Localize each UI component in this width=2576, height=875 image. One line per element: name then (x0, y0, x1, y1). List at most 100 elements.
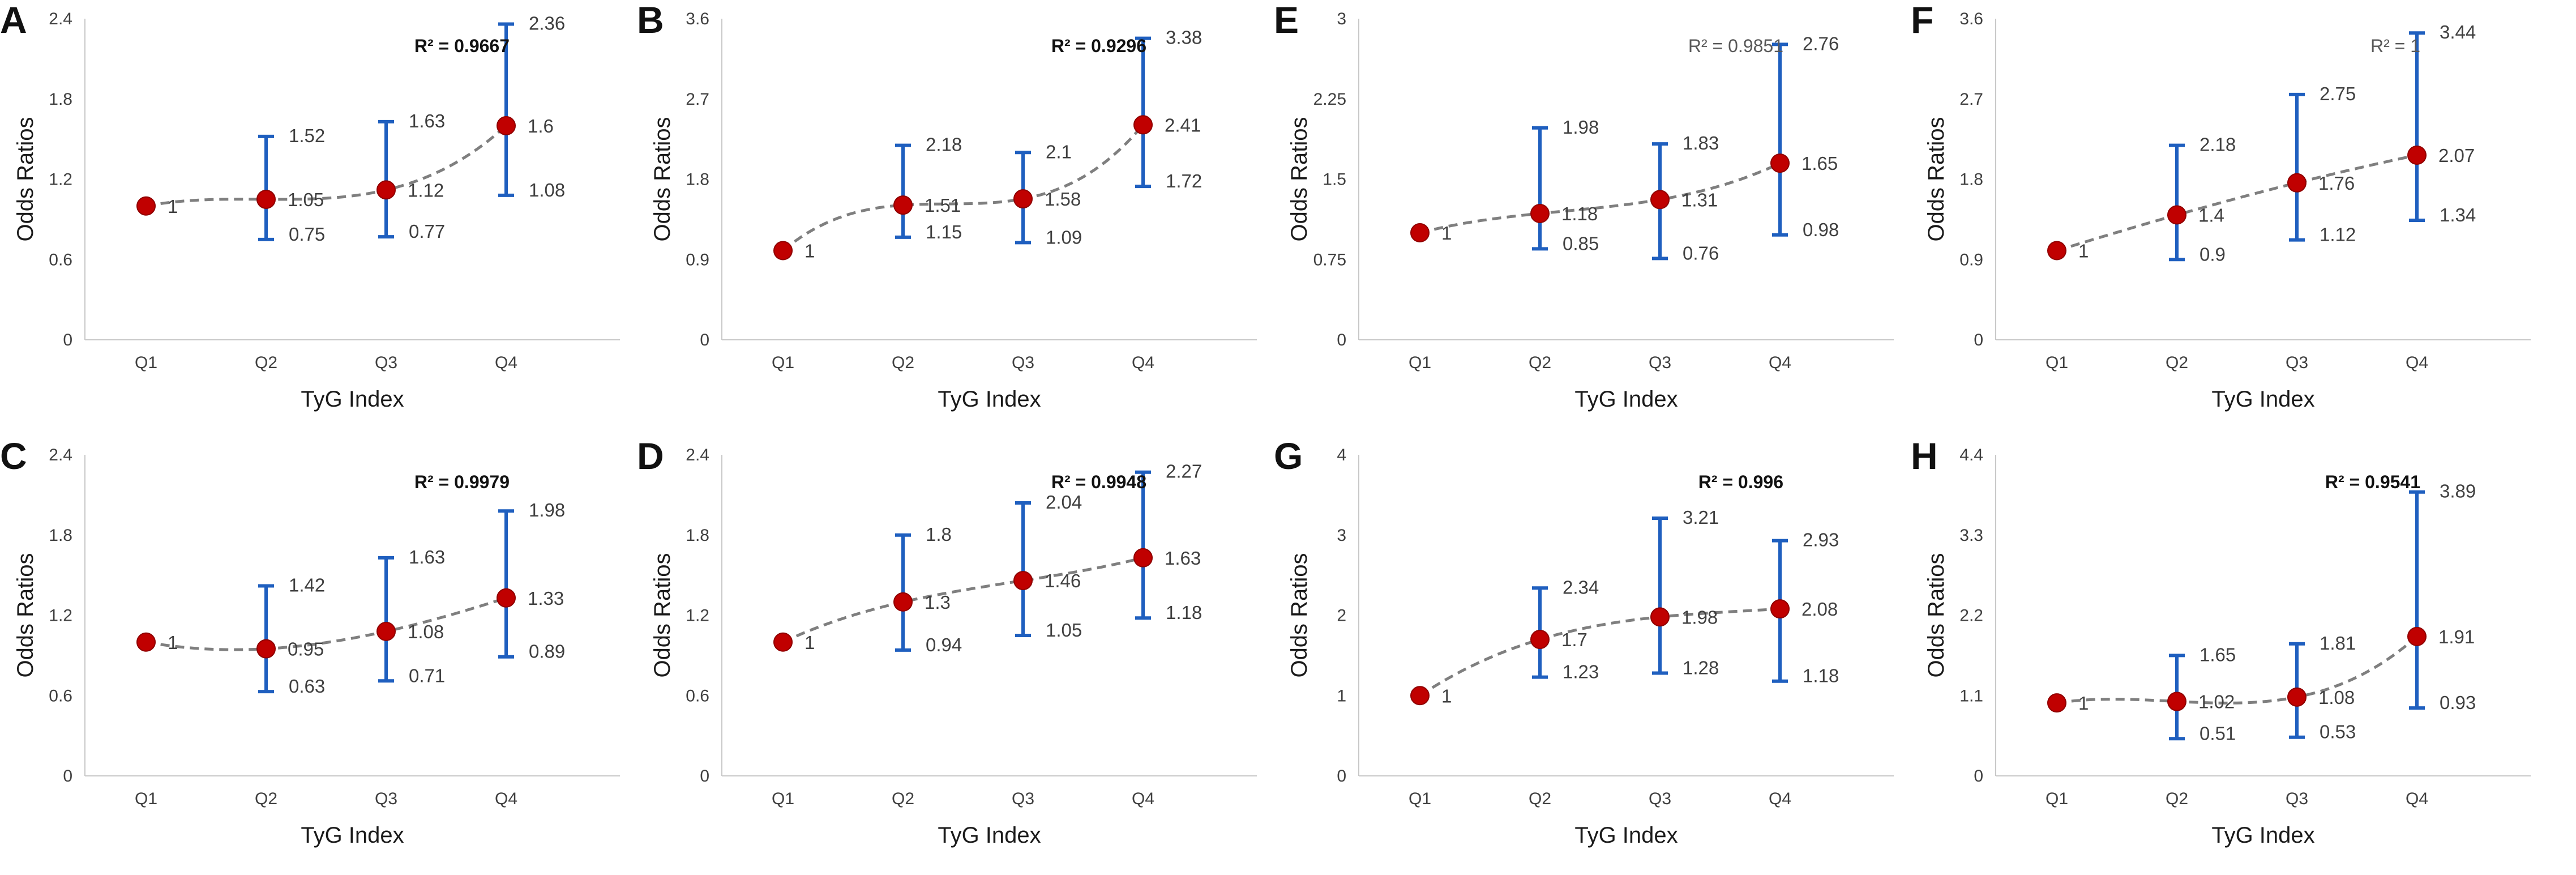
lower-ci-label: 1.72 (1166, 170, 1202, 191)
data-point (1530, 630, 1550, 650)
data-point (1133, 548, 1153, 567)
y-tick-label: 0 (1337, 331, 1346, 349)
upper-ci-label: 1.81 (2320, 633, 2356, 654)
data-point (1770, 153, 1790, 173)
y-tick-label: 2.7 (1959, 90, 1983, 109)
data-point (2287, 687, 2307, 707)
lower-ci-label: 0.51 (2200, 723, 2236, 744)
data-point (376, 621, 396, 641)
upper-ci-label: 2.18 (2200, 134, 2236, 155)
y-tick-label: 0.75 (1313, 250, 1346, 269)
upper-ci-label: 1.42 (289, 575, 325, 596)
panel-letter: G (1274, 435, 1303, 477)
lower-ci-label: 1.34 (2440, 204, 2476, 225)
value-label: 1 (2078, 241, 2089, 262)
y-axis-title: Odds Ratios (650, 117, 675, 241)
data-point (2047, 241, 2066, 261)
y-axis-title: Odds Ratios (650, 553, 675, 677)
lower-ci-label: 1.12 (2320, 224, 2356, 245)
value-label: 1 (1441, 223, 1452, 244)
y-tick-label: 0.6 (686, 686, 709, 705)
y-tick-label: 1.8 (49, 526, 72, 545)
panel-letter: F (1911, 0, 1933, 41)
r-squared-label: R² = 1 (2370, 36, 2420, 56)
y-tick-label: 3.6 (1959, 10, 1983, 28)
x-axis-title: TyG Index (2211, 823, 2314, 848)
upper-ci-label: 1.98 (529, 500, 565, 520)
value-label: 1.63 (1165, 548, 1201, 569)
x-tick-label: Q4 (1132, 789, 1154, 808)
upper-ci-label: 2.04 (1046, 492, 1082, 513)
upper-ci-label: 2.18 (926, 134, 962, 155)
panel-e: E 0 0.75 1.5 2.25 3 Q1 Q2 Q3 Q4 TyG Index Odds Rati… (1274, 0, 1894, 412)
value-label: 1.7 (1561, 629, 1587, 650)
upper-ci-label: 3.89 (2440, 481, 2476, 502)
y-tick-label: 2.4 (49, 10, 72, 28)
x-tick-label: Q2 (892, 789, 914, 808)
data-point (1133, 115, 1153, 135)
r-squared-label: R² = 0.9948 (1051, 472, 1146, 492)
y-tick-label: 0 (63, 767, 72, 786)
data-point (2287, 173, 2307, 193)
y-axis-title: Odds Ratios (13, 117, 38, 241)
r-squared-label: R² = 0.9979 (414, 472, 510, 492)
x-axis-title: TyG Index (301, 387, 404, 412)
x-axis-title: TyG Index (301, 823, 404, 848)
data-point (1650, 607, 1670, 627)
upper-ci-label: 2.1 (1046, 141, 1072, 162)
panel-letter: B (637, 0, 664, 41)
lower-ci-label: 0.9 (2200, 244, 2226, 264)
y-tick-label: 0 (1974, 767, 1983, 786)
x-tick-label: Q1 (135, 789, 157, 808)
trendline (1419, 161, 1781, 234)
lower-ci-label: 0.63 (289, 676, 325, 697)
x-tick-label: Q1 (772, 789, 794, 808)
data-point (497, 116, 516, 135)
r-squared-label: R² = 0.9296 (1051, 36, 1146, 56)
x-tick-label: Q3 (1649, 353, 1671, 372)
panel-b: B 0 0.9 1.8 2.7 3.6 Q1 Q2 Q3 Q4 TyG Index Odds Rati… (637, 0, 1257, 412)
y-axis-title: Odds Ratios (13, 553, 38, 677)
data-point (256, 189, 276, 209)
upper-ci-label: 1.98 (1563, 117, 1599, 138)
x-tick-label: Q3 (1649, 789, 1671, 808)
trendline (2056, 635, 2418, 705)
y-tick-label: 0.9 (686, 250, 709, 269)
y-tick-label: 4 (1337, 446, 1346, 464)
value-label: 1.98 (1681, 607, 1718, 628)
x-tick-label: Q3 (375, 353, 397, 372)
value-label: 1.46 (1045, 570, 1081, 591)
y-tick-label: 1 (1337, 686, 1346, 705)
y-tick-label: 2.4 (686, 446, 709, 464)
value-label: 1.65 (1802, 153, 1838, 174)
lower-ci-label: 0.93 (2440, 692, 2476, 713)
y-tick-label: 1.2 (686, 607, 709, 625)
panel-letter: E (1274, 0, 1299, 41)
data-point (136, 196, 156, 216)
panel-h: H 0 1.1 2.2 3.3 4.4 Q1 Q2 Q3 Q4 TyG Index Odds Rati… (1911, 435, 2531, 848)
data-point (773, 241, 793, 261)
y-tick-label: 0 (1337, 767, 1346, 786)
data-point (2167, 205, 2186, 225)
x-axis-title: TyG Index (938, 823, 1041, 848)
y-tick-label: 1.2 (49, 170, 72, 189)
panel-letter: A (0, 0, 27, 41)
value-label: 1.31 (1681, 189, 1718, 210)
x-tick-label: Q4 (495, 353, 517, 372)
data-point (497, 588, 516, 608)
x-tick-label: Q4 (2406, 789, 2428, 808)
lower-ci-label: 1.08 (529, 180, 565, 200)
x-tick-label: Q2 (255, 353, 277, 372)
y-tick-label: 3.6 (686, 10, 709, 28)
upper-ci-label: 2.36 (529, 12, 565, 33)
upper-ci-label: 1.8 (926, 524, 952, 545)
value-label: 1.08 (408, 621, 444, 642)
value-label: 1.18 (1561, 203, 1598, 224)
lower-ci-label: 0.76 (1683, 242, 1719, 263)
y-tick-label: 1.8 (49, 90, 72, 109)
y-tick-label: 1.8 (686, 526, 709, 545)
panel-g: G 0 1 2 3 4 Q1 Q2 Q3 Q4 TyG Index Odds Ratios 2.34 1.… (1274, 435, 1894, 848)
x-tick-label: Q1 (135, 353, 157, 372)
lower-ci-label: 0.85 (1563, 233, 1599, 254)
